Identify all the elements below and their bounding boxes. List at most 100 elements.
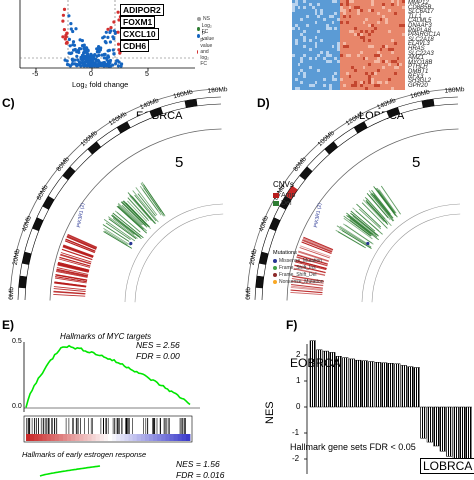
heatmap-cell: [390, 18, 394, 22]
heatmap-cell: [385, 15, 389, 19]
heatmap-cell: [314, 42, 318, 46]
heatmap-cell: [325, 30, 330, 34]
heatmap-cell: [345, 21, 349, 25]
heatmap-cell: [354, 0, 358, 4]
heatmap-cell: [376, 63, 380, 67]
heatmap-cell: [345, 57, 349, 61]
heatmap-cell: [314, 78, 318, 82]
heatmap-cell: [368, 42, 372, 46]
heatmap-cell: [399, 21, 403, 25]
heatmap-cell: [342, 75, 346, 79]
heatmap-cell: [356, 63, 361, 67]
ideogram-band: [256, 263, 266, 277]
heatmap-cell: [382, 18, 386, 22]
heatmap-cell: [359, 39, 363, 43]
heatmap-cell: [388, 81, 392, 85]
rank-gradient-segment: [185, 434, 191, 441]
volcano-point: [105, 58, 109, 62]
volcano-point: [108, 40, 112, 44]
heatmap-cell: [373, 60, 378, 64]
heatmap-cell: [340, 78, 344, 82]
ideogram-band: [116, 121, 131, 134]
gsea-title: Hallmarks of MYC targets: [60, 332, 152, 341]
heatmap-cell: [385, 36, 389, 40]
heatmap-cell: [337, 0, 341, 4]
heatmap-cell: [300, 27, 304, 31]
heatmap-cell: [306, 27, 310, 31]
cnv-del-line: [129, 195, 152, 221]
heatmap-cell: [396, 78, 400, 82]
heatmap-cell: [402, 66, 405, 70]
heatmap-cell: [348, 78, 352, 82]
heatmap-cell: [342, 39, 346, 43]
heatmap-cell: [340, 72, 344, 76]
heatmap-cell: [399, 54, 403, 58]
circos-track: [371, 213, 461, 303]
heatmap-cell: [331, 33, 335, 37]
heatmap-cell: [303, 87, 307, 90]
heatmap-cell: [340, 42, 344, 46]
heatmap-cell: [328, 42, 332, 46]
heatmap-cell: [294, 3, 298, 7]
heatmap-cell: [323, 15, 327, 19]
heatmap-cell: [402, 39, 405, 43]
heatmap-cell: [396, 87, 400, 90]
heatmap-cell: [365, 48, 369, 52]
heatmap-cell: [376, 87, 380, 90]
heatmap-cell: [317, 51, 321, 55]
heatmap-cell: [396, 42, 400, 46]
heatmap-cell: [345, 54, 349, 58]
heatmap-cell: [382, 9, 386, 13]
cnv-amp-line: [67, 233, 98, 248]
cnv-amp-line: [57, 263, 89, 273]
cnv-del-line: [378, 189, 397, 214]
heatmap-cell: [323, 54, 327, 58]
heatmap-gene-label: PTHLH: [408, 64, 428, 71]
heatmap-cell: [390, 63, 394, 67]
heatmap-cell: [373, 15, 378, 19]
ideogram-band: [433, 97, 447, 106]
heatmap-cell: [371, 6, 375, 10]
heatmap-cell: [365, 57, 369, 61]
heatmap-cell: [362, 6, 366, 10]
volcano-point: [91, 55, 95, 59]
cnv-del-line: [346, 212, 378, 238]
heatmap-cell: [388, 24, 392, 28]
heatmap-cell: [359, 45, 363, 49]
heatmap-cell: [382, 57, 386, 61]
rank-gradient-segment: [34, 434, 39, 441]
heatmap-cell: [294, 21, 298, 25]
cnv-amp-line: [56, 270, 88, 278]
heatmap-cell: [368, 12, 372, 16]
volcano-point: [107, 61, 111, 65]
heatmap-cell: [379, 21, 383, 25]
heatmap-cell: [354, 6, 358, 10]
heatmap-cell: [362, 21, 366, 25]
heatmap-cell: [388, 33, 392, 37]
heatmap-cell: [303, 12, 307, 16]
nes-bar: [394, 363, 401, 408]
heatmap-cell: [306, 75, 310, 79]
legend-swatch: [273, 201, 279, 206]
heatmap-cell: [390, 54, 394, 58]
heatmap-cell: [317, 81, 321, 85]
heatmap-cell: [323, 36, 327, 40]
heatmap-cell: [337, 3, 341, 7]
heatmap-cell: [342, 6, 346, 10]
heatmap-cell: [323, 6, 327, 10]
gene-label: FOXM1: [120, 16, 156, 28]
heatmap-cell: [399, 63, 403, 67]
heatmap-cell: [393, 0, 397, 4]
heatmap-cell: [311, 75, 315, 79]
heatmap-cell: [340, 84, 344, 88]
heatmap-cell: [300, 54, 304, 58]
heatmap-cell: [325, 39, 330, 43]
heatmap-cell: [334, 9, 338, 13]
volcano-point: [63, 37, 67, 41]
heatmap-cell: [368, 66, 372, 70]
volcano-point: [71, 43, 75, 47]
heatmap-cell: [294, 45, 298, 49]
heatmap-cell: [356, 15, 361, 19]
heatmap-cell: [340, 24, 344, 28]
heatmap-cell: [303, 54, 307, 58]
